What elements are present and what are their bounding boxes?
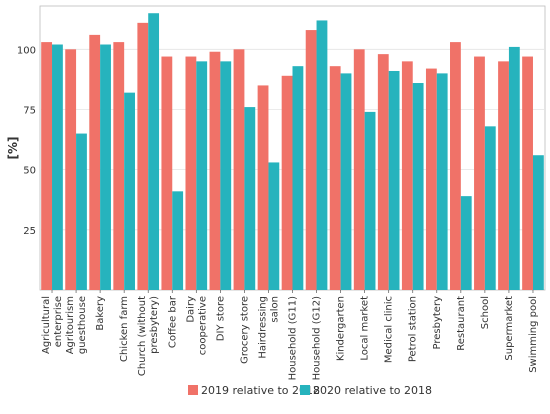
- bar: [148, 13, 160, 291]
- bar: [329, 66, 341, 290]
- bar: [65, 49, 77, 290]
- legend-swatch: [300, 385, 310, 395]
- bar: [41, 42, 53, 290]
- bar: [185, 56, 197, 290]
- bar: [268, 162, 280, 290]
- bar: [425, 68, 437, 291]
- bar: [196, 61, 208, 291]
- x-tick-label: Coffee bar: [167, 295, 178, 348]
- x-tick-label: Medical clinic: [384, 296, 395, 363]
- bar: [244, 107, 256, 290]
- x-tick-label: School: [480, 296, 491, 329]
- x-tick-label: Grocery store: [239, 296, 250, 364]
- x-tick-label: Household (G12): [312, 296, 323, 380]
- x-tick-label: Church (withoutpresbytery): [137, 296, 160, 376]
- bar: [89, 34, 101, 291]
- bar: [316, 20, 328, 291]
- bar: [305, 30, 317, 290]
- bar: [401, 61, 413, 291]
- y-tick-label: 25: [23, 226, 36, 237]
- bar: [233, 49, 245, 290]
- x-tick-label: Supermarket: [504, 296, 515, 361]
- bar: [113, 42, 125, 290]
- bar: [172, 191, 184, 290]
- x-axis: Agriculturalenterprise Agritourismguestho…: [41, 290, 539, 380]
- bar: [412, 83, 424, 290]
- bar: [377, 54, 389, 291]
- bars-group: [41, 13, 544, 291]
- legend-label: 2020 relative to 2018: [313, 384, 432, 397]
- bar: [522, 56, 533, 290]
- bar: [364, 111, 376, 290]
- bar: [508, 46, 520, 290]
- bar: [532, 155, 544, 290]
- bar: [100, 44, 111, 290]
- y-tick-label: 50: [23, 166, 36, 177]
- legend-label: 2019 relative to 2018: [201, 384, 320, 397]
- x-tick-label: Presbytery: [432, 296, 443, 350]
- bar: [137, 22, 149, 290]
- bar: [292, 66, 304, 290]
- bar: [209, 51, 221, 290]
- x-tick-label: Hairdressingsalon: [257, 296, 280, 359]
- bar: [474, 56, 485, 290]
- bar: [220, 61, 232, 291]
- bar: [450, 42, 461, 290]
- x-tick-label: Agritourismguesthouse: [65, 296, 88, 354]
- y-tick-label: 75: [23, 105, 36, 116]
- bar: [52, 44, 63, 290]
- bar: [498, 61, 509, 291]
- bar: [281, 75, 293, 291]
- x-tick-label: Bakery: [95, 296, 106, 331]
- bar: [257, 85, 269, 290]
- x-tick-label: Dairycooperative: [185, 296, 208, 355]
- bar: [460, 196, 472, 290]
- bar: [353, 49, 365, 290]
- bar: [388, 70, 400, 290]
- x-tick-label: Household (G11): [288, 296, 299, 380]
- x-tick-label: DIY store: [215, 296, 226, 341]
- x-tick-label: Agriculturalenterprise: [41, 296, 64, 354]
- x-tick-label: Restaurant: [456, 296, 467, 351]
- bar: [340, 73, 352, 290]
- bar: [124, 92, 135, 290]
- bar: [436, 73, 448, 290]
- bar: [484, 126, 496, 290]
- legend-swatch: [188, 385, 198, 395]
- y-axis: 25 50 75 100: [17, 45, 36, 237]
- x-tick-label: Swimming pool: [528, 296, 539, 373]
- y-axis-label: [%]: [6, 137, 20, 160]
- bar: [161, 56, 173, 290]
- x-tick-label: Petrol station: [408, 296, 419, 362]
- x-tick-label: Chicken farm: [119, 296, 130, 362]
- bar: [76, 133, 87, 290]
- y-tick-label: 100: [17, 45, 36, 56]
- x-tick-label: Local market: [360, 296, 371, 361]
- x-tick-label: Kindergarten: [336, 296, 347, 361]
